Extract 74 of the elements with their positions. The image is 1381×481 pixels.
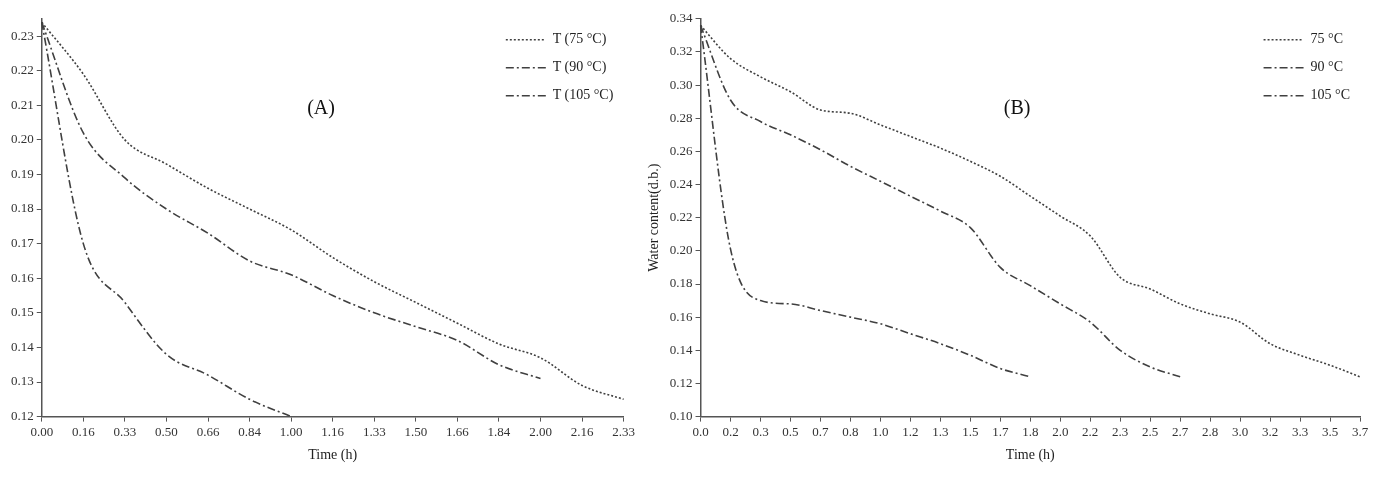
y-axis-title: Water content(d.b.) [646,163,663,272]
x-tick-label: 2.16 [570,423,594,439]
x-tick-label: 0.50 [155,423,178,439]
x-tick-label: 0.3 [752,423,769,439]
x-tick-label: 2.00 [529,423,552,439]
x-tick-label: 0.00 [30,423,54,439]
x-tick-label: 1.33 [362,423,386,439]
x-tick-label: 3.2 [1261,423,1279,439]
x-tick-label: 1.66 [446,423,470,439]
y-tick-label: 0.34 [669,10,694,26]
x-tick-label: 1.0 [872,423,889,439]
y-tick-label: 0.19 [11,165,34,181]
x-tick-label: 0.7 [812,423,830,439]
x-tick-label: 3.0 [1231,423,1249,439]
x-tick-label: 3.7 [1351,423,1369,439]
x-tick-label: 1.00 [279,423,303,439]
x-tick-label: 0.66 [196,423,220,439]
y-tick-label: 0.30 [669,76,693,92]
x-tick-label: 1.50 [404,423,428,439]
y-tick-label: 0.20 [11,131,34,147]
x-tick-label: 0.2 [722,423,739,439]
annotation: (A) [307,96,335,120]
x-tick-label: 1.3 [932,423,949,439]
x-tick-label: 0.33 [113,423,137,439]
y-tick-label: 0.13 [11,373,34,389]
y-tick-label: 0.21 [11,96,34,112]
legend-label: 105 °C [1310,87,1350,103]
x-tick-label: 0.5 [782,423,799,439]
y-tick-label: 0.15 [11,304,34,320]
legend-label: T (75 °C) [552,31,607,48]
y-tick-label: 0.24 [669,175,694,191]
x-tick-label: 3.3 [1291,423,1309,439]
x-tick-label: 2.2 [1082,423,1099,439]
x-tick-label: 0.8 [842,423,859,439]
y-tick-label: 0.10 [669,408,693,424]
y-tick-label: 0.16 [11,269,35,285]
x-tick-label: 1.7 [992,423,1009,439]
y-tick-label: 0.22 [11,62,34,78]
y-tick-label: 0.16 [669,308,694,324]
legend-label: T (90 °C) [552,59,607,76]
x-tick-label: 0.0 [692,423,709,439]
y-tick-label: 0.12 [11,408,34,424]
x-tick-label: 0.84 [238,423,262,439]
y-tick-label: 0.14 [11,338,35,354]
x-tick-label: 1.8 [1022,423,1039,439]
y-tick-label: 0.17 [11,235,35,251]
y-tick-label: 0.23 [11,27,34,43]
x-tick-label: 1.5 [962,423,979,439]
y-tick-label: 0.18 [11,200,34,216]
y-tick-label: 0.18 [669,275,693,291]
x-tick-label: 3.5 [1321,423,1339,439]
legend-label: T (105 °C) [552,87,614,104]
x-tick-label: 2.5 [1142,423,1159,439]
x-tick-label: 1.84 [487,423,511,439]
y-tick-label: 0.32 [669,43,693,59]
y-tick-label: 0.14 [669,341,694,357]
x-tick-label: 1.16 [321,423,345,439]
y-tick-label: 0.20 [669,242,693,258]
x-axis-title: Time (h) [1005,447,1056,464]
x-tick-label: 2.8 [1202,423,1219,439]
annotation: (B) [1003,96,1031,120]
x-tick-label: 1.2 [902,423,919,439]
x-tick-label: 2.0 [1052,423,1069,439]
y-tick-label: 0.28 [669,109,693,125]
x-tick-label: 2.7 [1172,423,1189,439]
legend-label: 90 °C [1310,59,1343,75]
x-tick-label: 0.16 [71,423,96,439]
y-tick-label: 0.22 [669,209,693,225]
x-tick-label: 2.3 [1112,423,1129,439]
y-tick-label: 0.12 [669,374,693,390]
x-axis-title: Time (h) [308,447,358,464]
x-tick-label: 2.33 [612,423,635,439]
legend-label: 75 °C [1310,31,1343,47]
y-tick-label: 0.26 [669,142,694,158]
